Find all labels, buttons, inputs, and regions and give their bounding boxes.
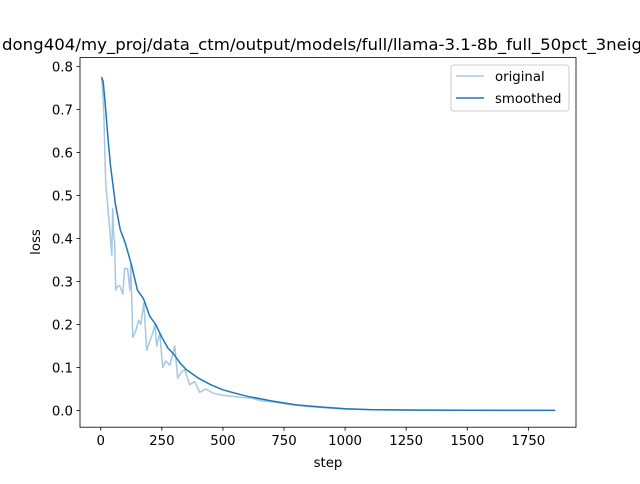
x-tick-label: 0 [97,434,105,449]
x-tick-label: 500 [210,434,235,449]
plot-area [80,57,576,428]
legend-label-original: original [495,70,545,85]
series-line-smoothed [100,77,556,412]
y-tick-label: 0.2 [52,318,73,333]
legend: original smoothed [450,64,570,112]
y-tick-label: 0.8 [52,61,73,76]
y-tick-label: 0.0 [52,404,73,419]
x-tick-label: 250 [149,434,174,449]
x-tick-label: 1750 [511,434,545,449]
y-axis-label: loss [29,229,44,255]
x-axis-label: step [314,456,343,471]
x-axis: 0 250 500 750 1000 1250 1500 1750 [97,427,545,449]
x-tick-label: 1000 [328,434,362,449]
y-tick-label: 0.5 [52,190,73,205]
y-tick-label: 0.1 [52,361,73,376]
y-tick-label: 0.3 [52,276,73,291]
chart-title: dong404/my_proj/data_ctm/output/models/f… [2,35,640,55]
series-lines [100,76,556,412]
x-tick-label: 750 [271,434,296,449]
y-tick-label: 0.7 [52,104,73,119]
y-tick-label: 0.6 [52,147,73,162]
legend-label-smoothed: smoothed [495,92,561,107]
y-axis: 0.0 0.1 0.2 0.3 0.4 0.5 0.6 0.7 0.8 [52,61,80,419]
y-tick-label: 0.4 [52,233,73,248]
plot-frame [79,57,577,428]
x-tick-label: 1250 [389,434,423,449]
x-tick-label: 1500 [450,434,484,449]
